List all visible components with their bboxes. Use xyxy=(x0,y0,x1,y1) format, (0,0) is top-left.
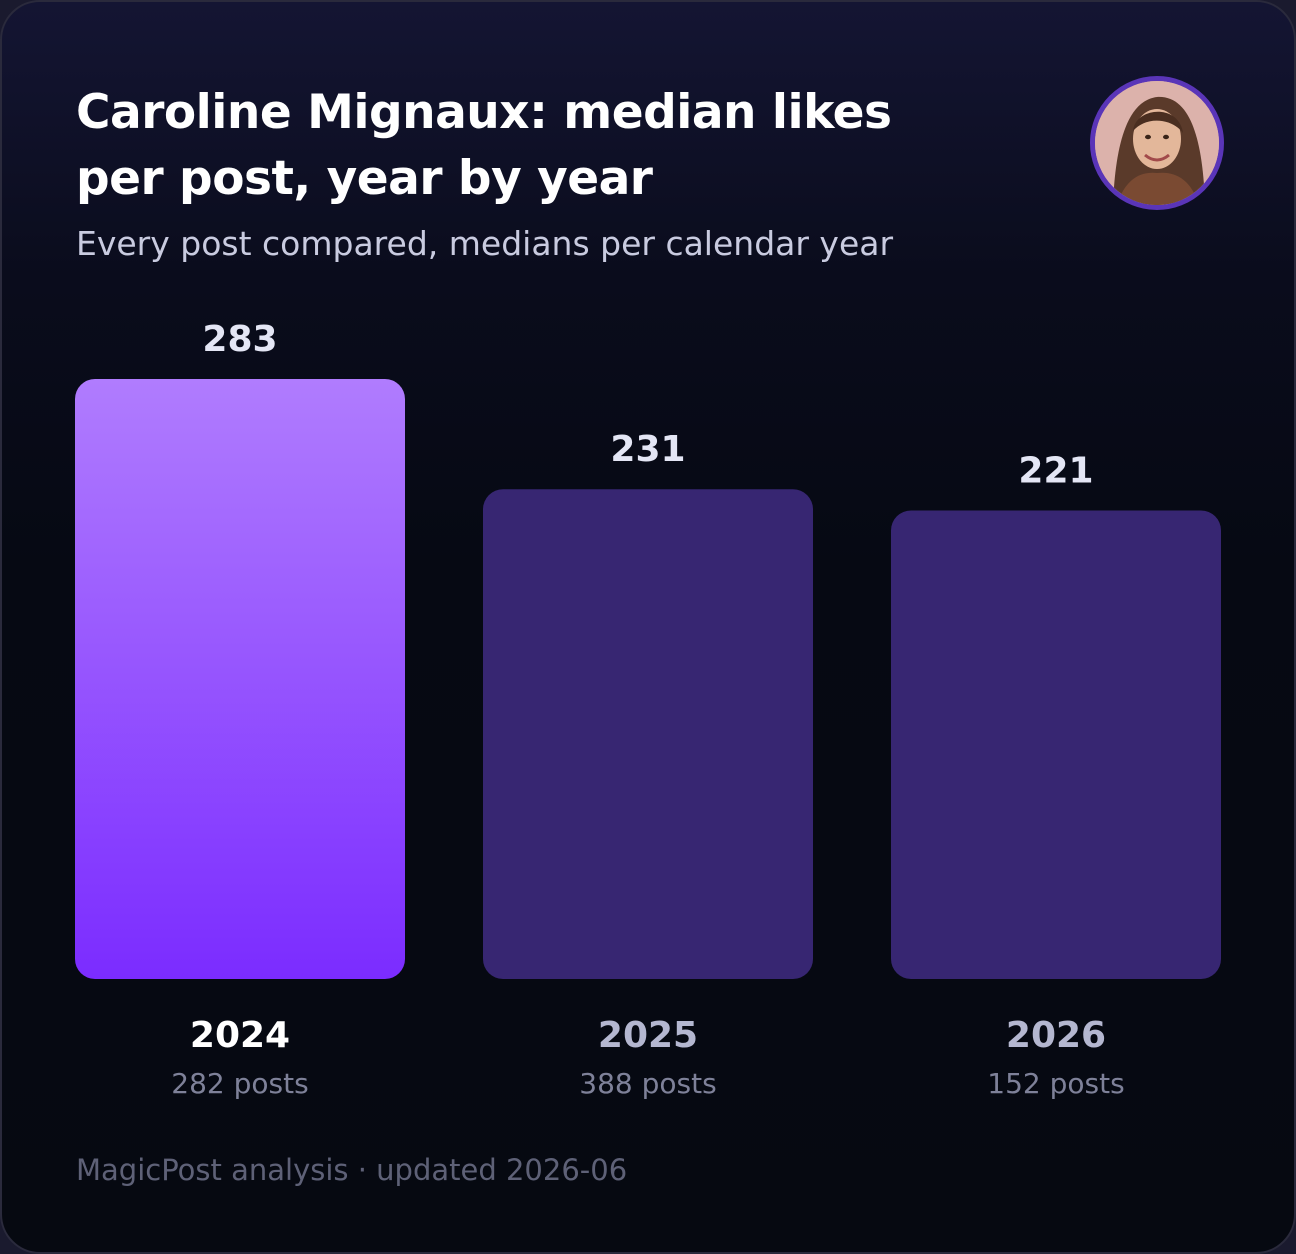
bar-2025 xyxy=(483,489,813,979)
year-label-2026: 2026 xyxy=(1006,1015,1106,1056)
year-label-2025: 2025 xyxy=(598,1015,698,1056)
value-label-2025: 231 xyxy=(610,429,685,470)
post-count-2025: 388 posts xyxy=(579,1067,716,1100)
bar-2024 xyxy=(75,379,405,979)
source-footer: MagicPost analysis · updated 2026-06 xyxy=(76,1153,628,1187)
post-count-2024: 282 posts xyxy=(171,1067,308,1100)
chart-subtitle: Every post compared, medians per calenda… xyxy=(76,224,894,263)
post-count-2026: 152 posts xyxy=(987,1067,1124,1100)
person-avatar-icon xyxy=(1090,76,1224,210)
value-label-2024: 283 xyxy=(202,319,277,360)
chart-title: Caroline Mignaux: median likes per post,… xyxy=(76,85,892,206)
bar-2026 xyxy=(891,510,1221,979)
value-label-2026: 221 xyxy=(1018,450,1093,491)
year-label-2024: 2024 xyxy=(190,1015,290,1056)
